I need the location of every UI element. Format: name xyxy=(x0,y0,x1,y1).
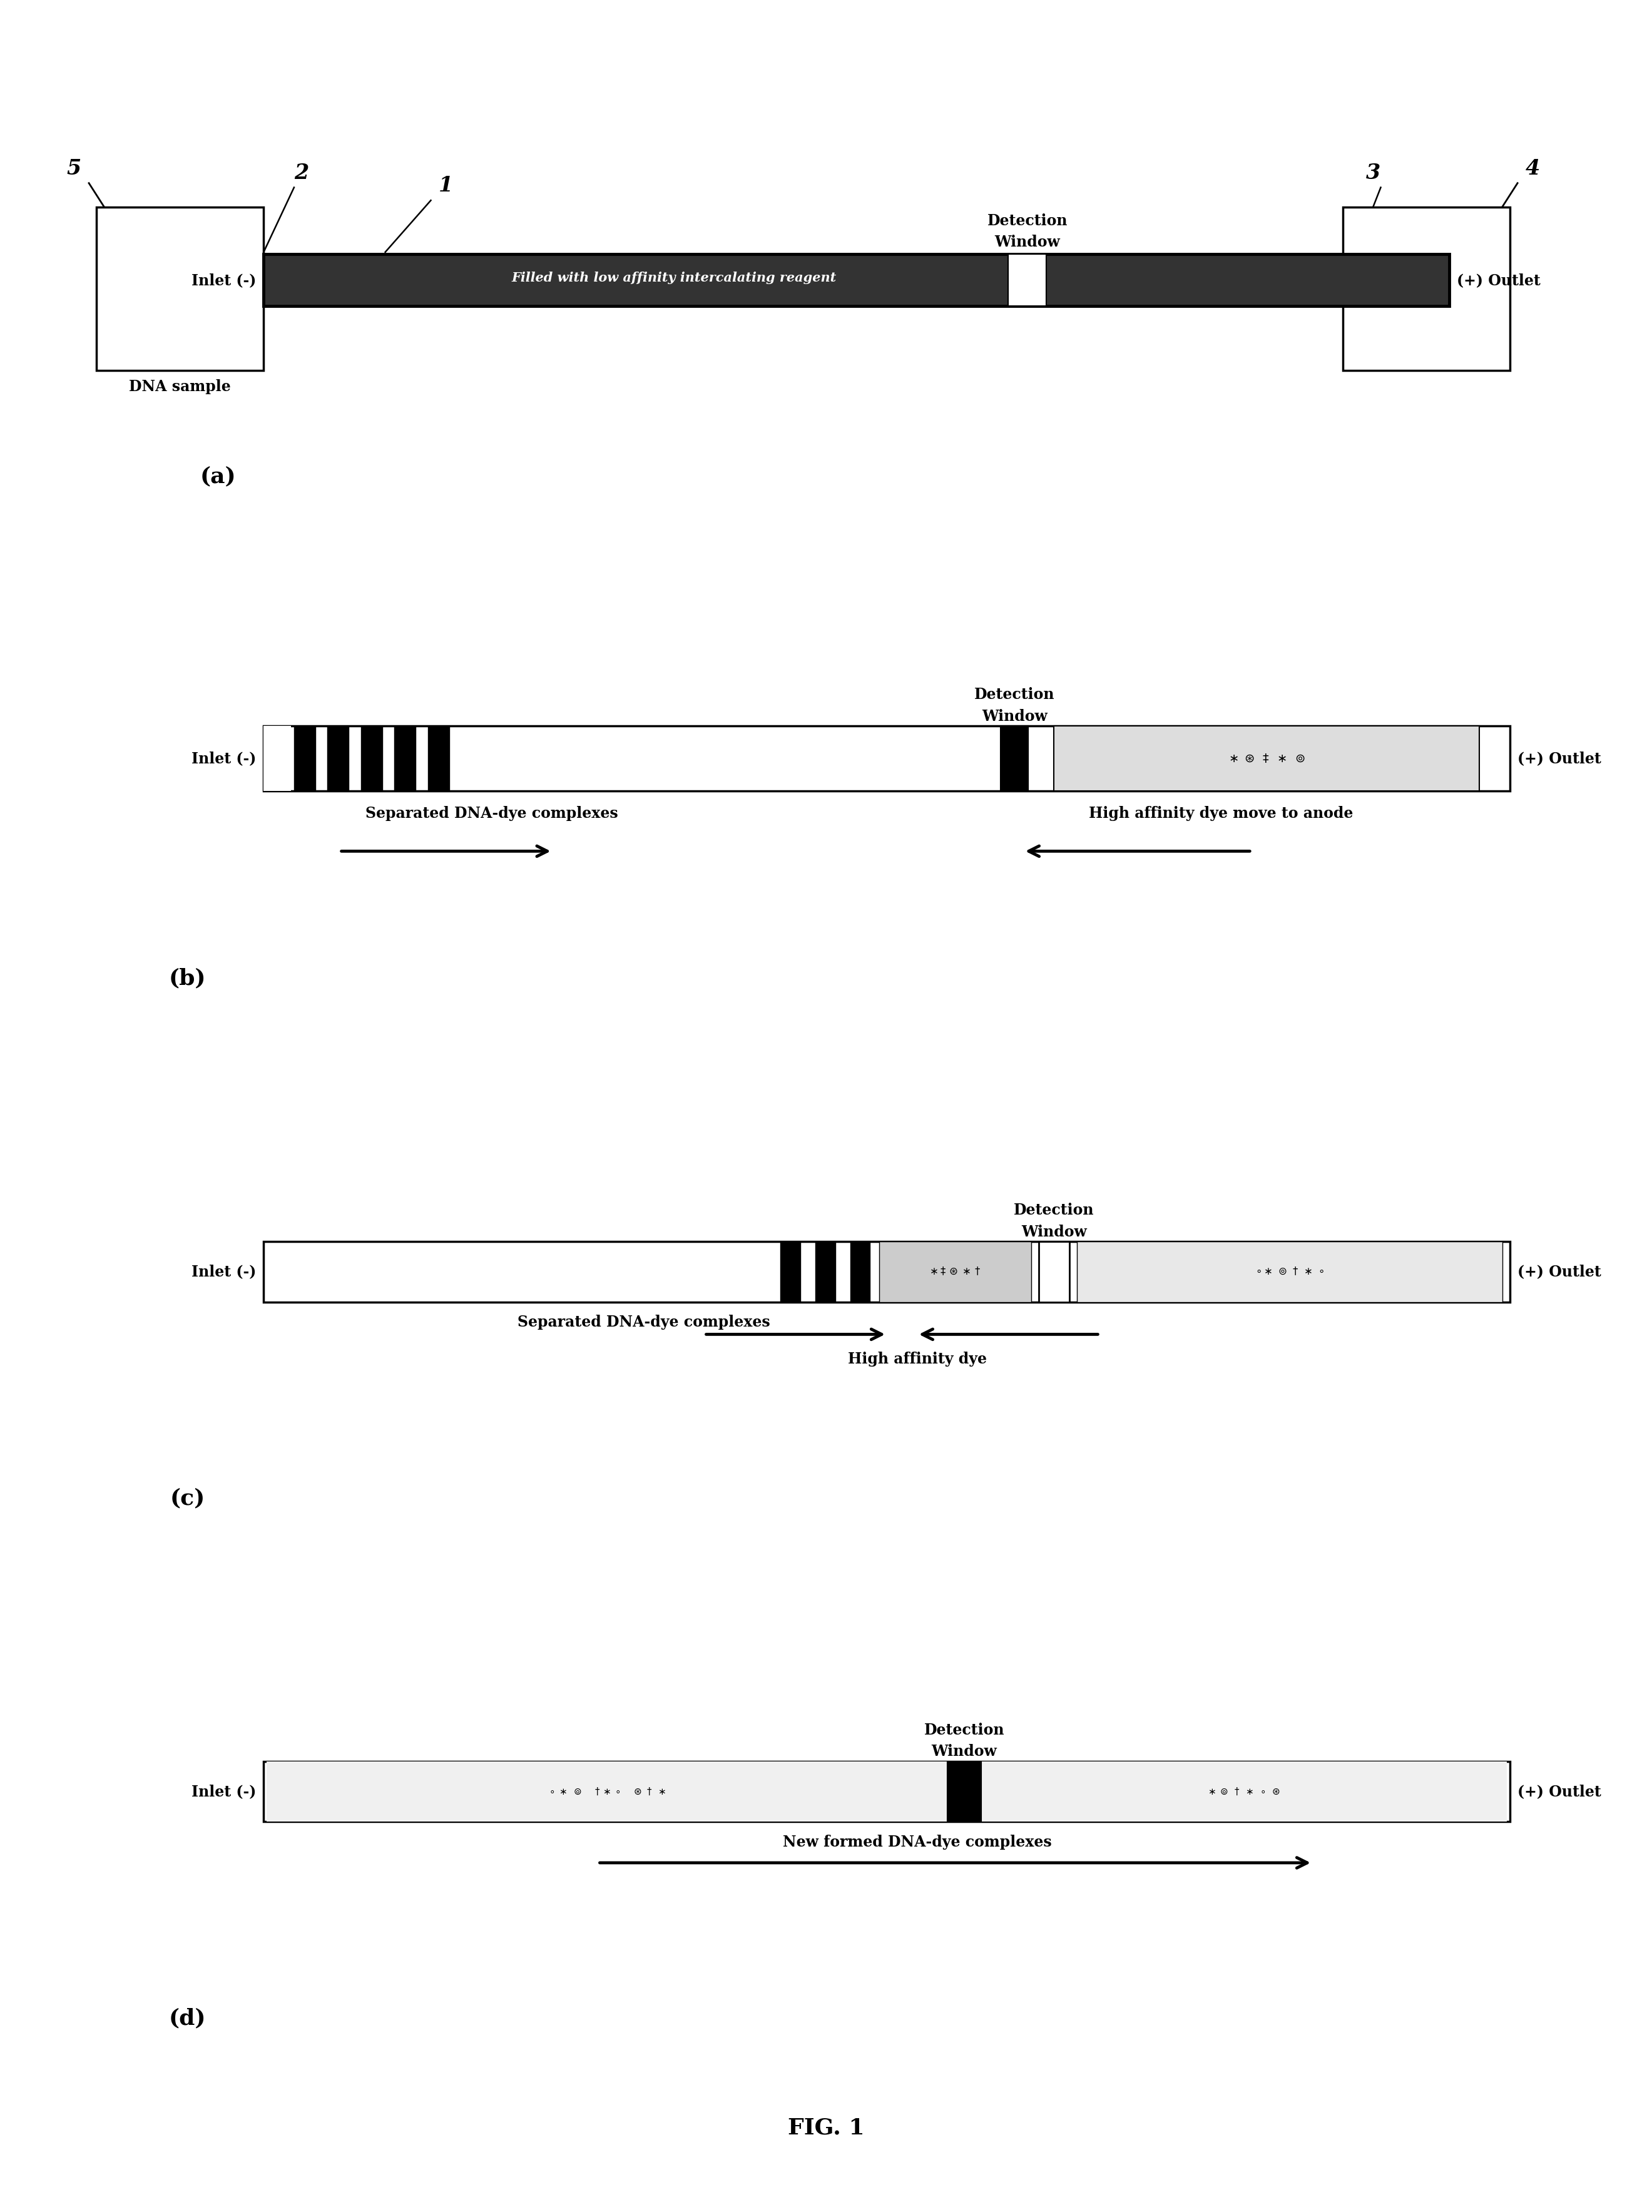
Text: Window: Window xyxy=(1021,1225,1087,1239)
Bar xyxy=(264,254,1449,305)
Text: Detection: Detection xyxy=(975,688,1054,703)
Bar xyxy=(264,726,291,790)
Text: Inlet (-): Inlet (-) xyxy=(192,272,256,288)
Text: High affinity dye move to anode: High affinity dye move to anode xyxy=(1089,805,1353,821)
Text: (+) Outlet: (+) Outlet xyxy=(1518,750,1601,765)
Text: Separated DNA-dye complexes: Separated DNA-dye complexes xyxy=(517,1314,770,1329)
Bar xyxy=(428,726,449,790)
Text: Filled with low affinity intercalating reagent: Filled with low affinity intercalating r… xyxy=(512,272,836,285)
Bar xyxy=(395,726,416,790)
Bar xyxy=(1054,726,1480,790)
Text: $\ast\ddagger\circledast\ast\dagger$: $\ast\ddagger\circledast\ast\dagger$ xyxy=(930,1265,981,1276)
Text: 5: 5 xyxy=(66,157,81,179)
Text: Detection: Detection xyxy=(923,1723,1004,1739)
Bar xyxy=(816,1241,836,1303)
Text: Inlet (-): Inlet (-) xyxy=(192,750,256,765)
Bar xyxy=(1343,208,1510,372)
Text: (+) Outlet: (+) Outlet xyxy=(1518,1265,1601,1279)
Text: $\ast\;\circledcirc\;\dagger\;\ast\;\circ\;\circledast$: $\ast\;\circledcirc\;\dagger\;\ast\;\cir… xyxy=(1208,1787,1280,1796)
Text: $\circ\ast\,\circledcirc\,\dagger\,\ast\,\circ$: $\circ\ast\,\circledcirc\,\dagger\,\ast\… xyxy=(1256,1265,1323,1276)
Bar xyxy=(266,1761,948,1823)
Text: (+) Outlet: (+) Outlet xyxy=(1518,1785,1601,1798)
Text: New formed DNA-dye complexes: New formed DNA-dye complexes xyxy=(783,1834,1052,1849)
Bar xyxy=(981,1761,1507,1823)
Text: 1: 1 xyxy=(439,175,453,197)
Text: $\circ\;\ast\;\circledcirc\quad\dagger\ast\circ\quad\circledast\,\dagger\;\ast$: $\circ\;\ast\;\circledcirc\quad\dagger\a… xyxy=(548,1787,666,1796)
Text: Detection: Detection xyxy=(988,212,1067,228)
Text: Detection: Detection xyxy=(1014,1203,1094,1219)
Bar xyxy=(264,1241,1510,1303)
Text: (+) Outlet: (+) Outlet xyxy=(1457,272,1540,288)
Bar xyxy=(780,1241,800,1303)
Text: (a): (a) xyxy=(200,467,236,487)
Bar xyxy=(327,726,349,790)
Bar xyxy=(96,208,264,372)
Bar xyxy=(1001,726,1028,790)
Text: Inlet (-): Inlet (-) xyxy=(192,1265,256,1279)
Bar xyxy=(1039,1241,1069,1303)
Bar xyxy=(264,1761,1510,1823)
Text: Window: Window xyxy=(995,234,1061,250)
Text: Inlet (-): Inlet (-) xyxy=(192,1785,256,1798)
Text: (c): (c) xyxy=(170,1489,205,1509)
Text: Window: Window xyxy=(932,1745,998,1759)
Text: FIG. 1: FIG. 1 xyxy=(788,2117,864,2139)
Text: High affinity dye: High affinity dye xyxy=(847,1352,986,1367)
Text: Separated DNA-dye complexes: Separated DNA-dye complexes xyxy=(365,805,618,821)
Text: Window: Window xyxy=(981,708,1047,723)
Bar xyxy=(1077,1241,1502,1303)
Bar xyxy=(851,1241,871,1303)
Text: 3: 3 xyxy=(1366,161,1381,184)
Bar xyxy=(948,1761,981,1823)
Bar xyxy=(879,1241,1031,1303)
Text: 2: 2 xyxy=(294,161,309,184)
Bar xyxy=(264,726,1510,790)
Bar xyxy=(294,726,316,790)
Text: $\ast\;\circledast\;\ddagger\;\ast\;\circledcirc$: $\ast\;\circledast\;\ddagger\;\ast\;\cir… xyxy=(1229,752,1305,765)
Bar xyxy=(1008,254,1046,305)
Text: 4: 4 xyxy=(1525,157,1540,179)
Bar xyxy=(360,726,382,790)
Text: (d): (d) xyxy=(169,2008,206,2028)
Text: DNA sample: DNA sample xyxy=(129,378,231,394)
Text: (b): (b) xyxy=(169,969,206,989)
